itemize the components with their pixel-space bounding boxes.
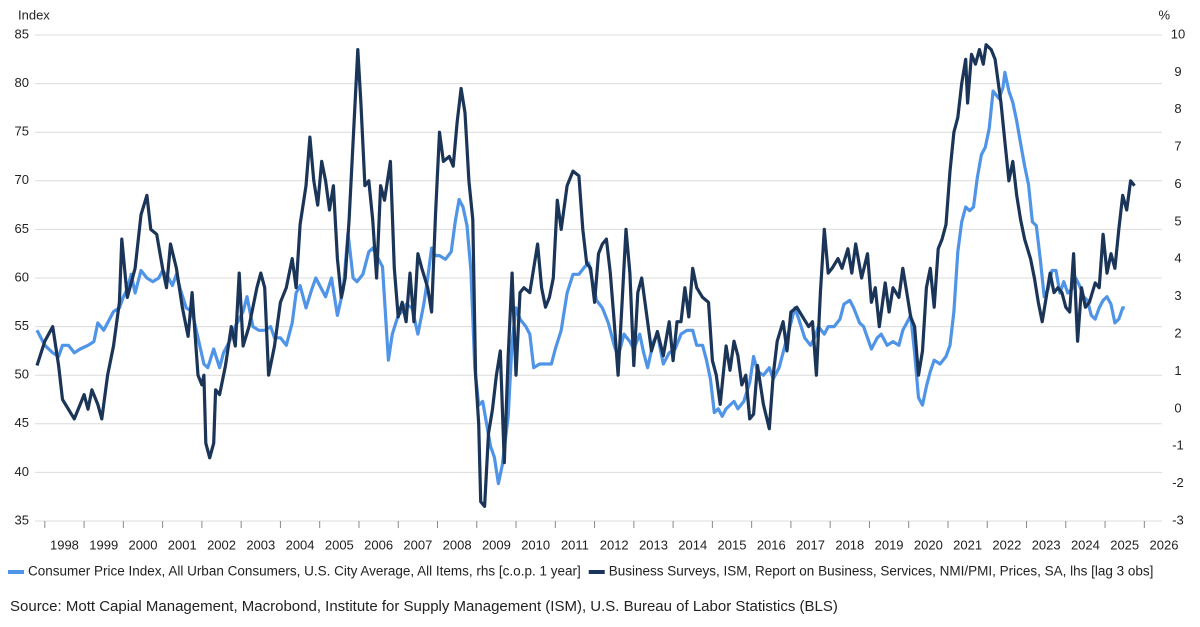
x-tick-label: 2000 <box>129 537 158 552</box>
x-tick-label: 2025 <box>1110 537 1139 552</box>
x-tick-label: 2013 <box>639 537 668 552</box>
x-tick-label: 1998 <box>50 537 79 552</box>
y-tick-label: 35 <box>15 512 29 527</box>
y-tick-label: 55 <box>15 318 29 333</box>
y-tick-label: 40 <box>15 464 29 479</box>
y-tick-label: 75 <box>15 124 29 139</box>
x-tick-label: 2015 <box>718 537 747 552</box>
x-tick-label: 2006 <box>364 537 393 552</box>
y-tick-label: 65 <box>15 221 29 236</box>
y2-tick-label: 4 <box>1174 251 1181 266</box>
series-line <box>35 43 1136 508</box>
y2-tick-label: 0 <box>1174 400 1181 415</box>
y2-tick-label: -2 <box>1172 475 1184 490</box>
x-tick-label: 2018 <box>835 537 864 552</box>
x-tick-label: 2003 <box>246 537 275 552</box>
x-tick-label: 2002 <box>207 537 236 552</box>
x-tick-label: 2016 <box>757 537 786 552</box>
y2-tick-label: 2 <box>1174 326 1181 341</box>
x-tick-label: 2017 <box>796 537 825 552</box>
y2-tick-label: 1 <box>1174 363 1181 378</box>
y-tick-label: 45 <box>15 415 29 430</box>
y-tick-label: 60 <box>15 269 29 284</box>
y-axis-label: Index <box>18 7 50 22</box>
y-tick-label: 85 <box>15 26 29 41</box>
x-tick-label: 2019 <box>875 537 904 552</box>
x-tick-label: 2010 <box>521 537 550 552</box>
y-tick-label: 70 <box>15 172 29 187</box>
x-tick-label: 2021 <box>953 537 982 552</box>
y2-tick-label: 7 <box>1174 139 1181 154</box>
x-tick-label: 2014 <box>678 537 707 552</box>
x-tick-label: 2007 <box>403 537 432 552</box>
source-note: Source: Mott Capial Management, Macrobon… <box>10 598 838 615</box>
y2-tick-label: -1 <box>1172 438 1184 453</box>
x-tick-label: 2005 <box>325 537 354 552</box>
x-tick-label: 2026 <box>1150 537 1179 552</box>
legend-label: Consumer Price Index, All Urban Consumer… <box>28 564 581 579</box>
y2-tick-label: -3 <box>1172 512 1184 527</box>
x-tick-label: 1999 <box>89 537 118 552</box>
y2-tick-label: 10 <box>1171 26 1185 41</box>
x-tick-label: 2024 <box>1071 537 1100 552</box>
y2-tick-label: 9 <box>1174 64 1181 79</box>
x-tick-label: 2020 <box>914 537 943 552</box>
x-tick-label: 2008 <box>443 537 472 552</box>
x-tick-label: 2009 <box>482 537 511 552</box>
x-tick-label: 2012 <box>600 537 629 552</box>
y2-tick-label: 8 <box>1174 101 1181 116</box>
y2-tick-label: 3 <box>1174 288 1181 303</box>
y2-axis-label: % <box>1158 7 1170 22</box>
y2-tick-label: 5 <box>1174 213 1181 228</box>
x-tick-label: 2001 <box>168 537 197 552</box>
x-tick-label: 2004 <box>286 537 315 552</box>
y-tick-label: 80 <box>15 75 29 90</box>
x-tick-label: 2023 <box>1032 537 1061 552</box>
y2-tick-label: 6 <box>1174 176 1181 191</box>
x-tick-label: 2011 <box>561 537 589 552</box>
x-tick-label: 2022 <box>992 537 1021 552</box>
legend-label: Business Surveys, ISM, Report on Busines… <box>609 564 1154 579</box>
y-tick-label: 50 <box>15 367 29 382</box>
